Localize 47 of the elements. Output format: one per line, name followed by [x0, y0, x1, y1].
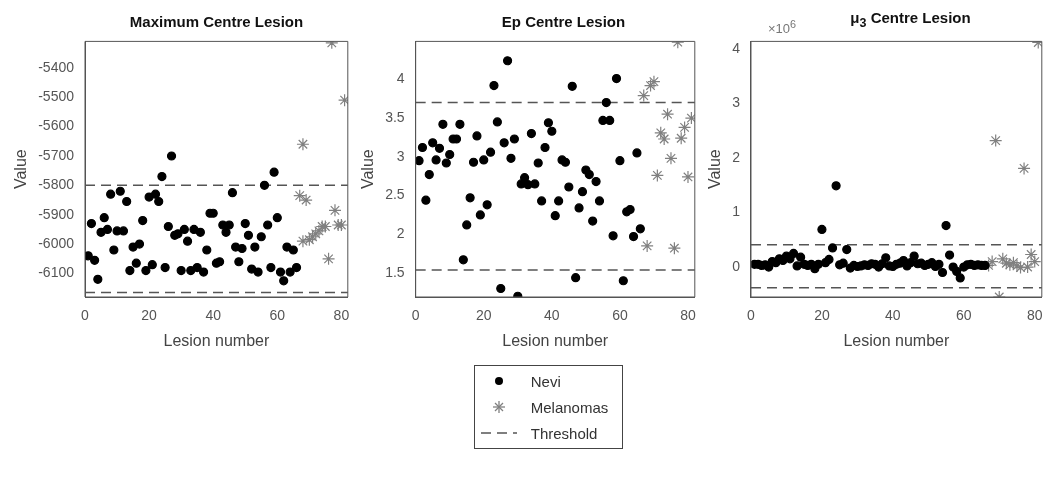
- x-tick-label: 40: [205, 307, 222, 324]
- y-tick-label: -5900: [38, 205, 75, 222]
- y-tick-label: 3.5: [385, 108, 405, 125]
- x-tick-label: 80: [333, 307, 350, 324]
- x-axis-title: Lesion number: [502, 331, 609, 349]
- y-tick-label: 2.5: [385, 186, 405, 203]
- y-tick-label: -5800: [38, 176, 75, 193]
- y-tick-label: 4: [732, 39, 741, 56]
- x-tick-label: 0: [81, 307, 90, 324]
- x-tick-label: 80: [680, 307, 696, 324]
- y-axis-title: Value: [12, 149, 30, 190]
- legend-label: Melanomas: [530, 398, 609, 416]
- x-tick-label: 20: [475, 307, 492, 324]
- x-tick-label: 60: [955, 307, 972, 324]
- legend-label: Threshold: [530, 424, 598, 442]
- y-tick-label: 2: [396, 225, 405, 242]
- x-tick-label: 20: [141, 307, 158, 324]
- y-tick-label: 1.5: [385, 263, 405, 280]
- chart-title: Ep Centre Lesion: [500, 13, 627, 30]
- x-tick-label: 40: [544, 307, 560, 324]
- y-tick-label: -6100: [38, 264, 75, 281]
- y-tick-label: -5600: [38, 117, 75, 134]
- text: ×10$^{6}$: [768, 17, 797, 36]
- y-tick-label: 0: [732, 257, 741, 274]
- x-tick-label: 0: [747, 307, 756, 324]
- y-tick-label: -5500: [38, 88, 75, 105]
- y-tick-label: -5700: [38, 146, 75, 163]
- x-tick-label: 80: [1026, 307, 1043, 324]
- y-tick-label: -6000: [38, 234, 75, 251]
- legend-label: Nevi: [530, 372, 561, 390]
- y-tick-label: 4: [396, 70, 405, 87]
- y-tick-label: 1: [732, 203, 741, 220]
- x-tick-label: 60: [612, 307, 628, 324]
- x-tick-label: 60: [269, 307, 286, 324]
- x-tick-label: 20: [814, 307, 830, 324]
- y-tick-label: -5400: [38, 58, 75, 75]
- x-axis-title: Lesion number: [163, 331, 270, 349]
- chart-title: Maximum Centre Lesion: [128, 13, 305, 30]
- y-tick-label: 2: [732, 148, 741, 165]
- y-axis-title: Value: [359, 149, 377, 190]
- x-tick-label: 40: [885, 307, 901, 324]
- y-tick-label: 3: [396, 147, 405, 164]
- x-axis-title: Lesion number: [843, 331, 950, 349]
- y-tick-label: 3: [732, 94, 741, 111]
- x-tick-label: 0: [411, 307, 420, 324]
- chart-title: μ$_{3}$ Centre Lesion: [850, 9, 971, 30]
- y-axis-title: Value: [706, 149, 724, 190]
